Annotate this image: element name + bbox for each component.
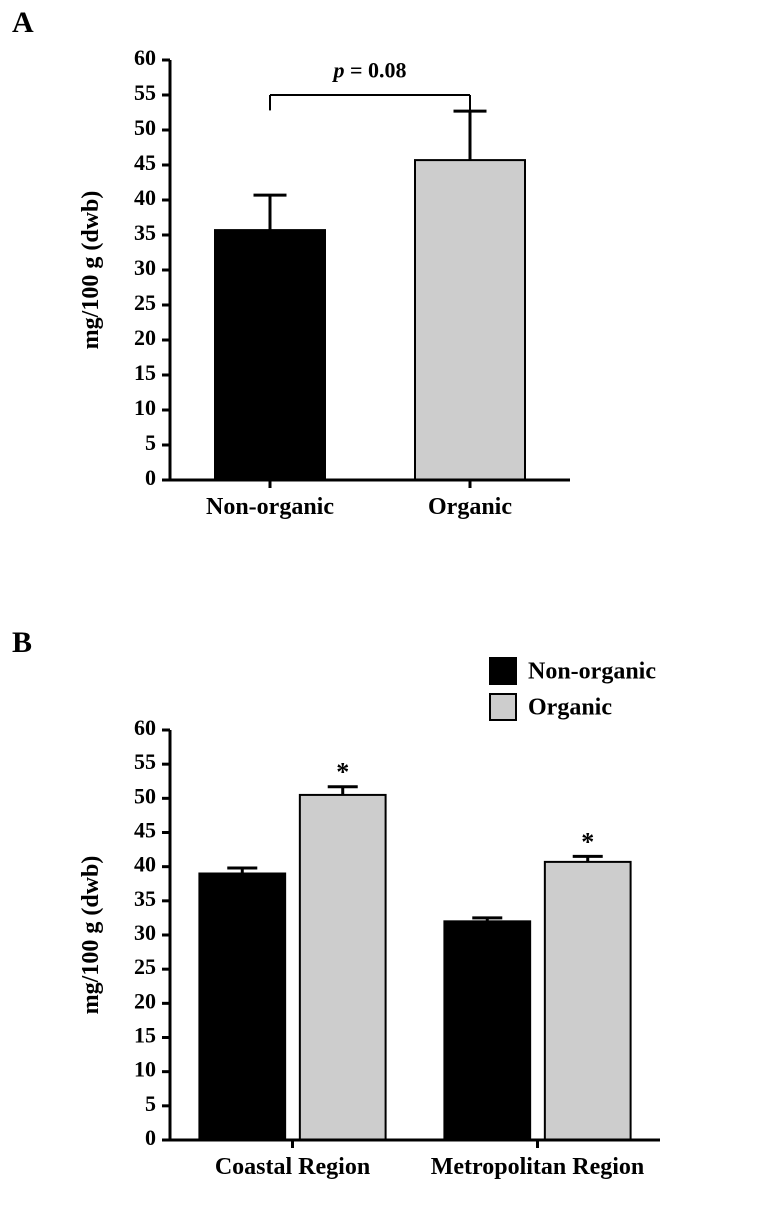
page: A 051015202530354045505560Non-organicOrg… <box>0 0 773 1220</box>
svg-text:30: 30 <box>134 255 156 280</box>
svg-text:0: 0 <box>145 465 156 490</box>
svg-text:50: 50 <box>134 115 156 140</box>
svg-text:20: 20 <box>134 325 156 350</box>
svg-text:50: 50 <box>134 783 156 808</box>
svg-text:10: 10 <box>134 1057 156 1082</box>
svg-text:25: 25 <box>134 954 156 979</box>
svg-text:5: 5 <box>145 430 156 455</box>
chart-b: 0 5 10 15 20 25 30 35 40 45 50 55 60 * Coastal Region *… <box>60 650 740 1210</box>
svg-text:Non-organic: Non-organic <box>206 494 334 520</box>
svg-text:*: * <box>336 758 349 787</box>
svg-text:p = 0.08: p = 0.08 <box>331 58 406 83</box>
panel-label-b: B <box>12 626 32 660</box>
svg-text:40: 40 <box>134 185 156 210</box>
svg-text:35: 35 <box>134 886 156 911</box>
svg-text:mg/100 g (dwb): mg/100 g (dwb) <box>78 856 104 1015</box>
svg-text:Coastal Region: Coastal Region <box>215 1154 370 1180</box>
svg-text:25: 25 <box>134 290 156 315</box>
svg-text:mg/100 g (dwb): mg/100 g (dwb) <box>78 191 104 350</box>
svg-text:60: 60 <box>134 45 156 70</box>
svg-text:30: 30 <box>134 920 156 945</box>
svg-text:Metropolitan Region: Metropolitan Region <box>431 1154 645 1180</box>
svg-text:5: 5 <box>145 1091 156 1116</box>
svg-text:40: 40 <box>134 852 156 877</box>
svg-text:*: * <box>581 827 594 856</box>
chart-a: 0 5 10 15 20 25 30 35 40 45 50 55 60 Non-organic Organ… <box>60 30 620 570</box>
svg-text:55: 55 <box>134 749 156 774</box>
svg-text:45: 45 <box>134 150 156 175</box>
svg-text:15: 15 <box>134 1023 156 1048</box>
svg-text:15: 15 <box>134 360 156 385</box>
svg-text:Organic: Organic <box>528 694 612 720</box>
panel-label-a: A <box>12 6 34 40</box>
svg-text:45: 45 <box>134 818 156 843</box>
svg-text:10: 10 <box>134 395 156 420</box>
svg-text:0: 0 <box>145 1125 156 1150</box>
svg-text:60: 60 <box>134 715 156 740</box>
svg-text:35: 35 <box>134 220 156 245</box>
svg-text:55: 55 <box>134 80 156 105</box>
svg-text:20: 20 <box>134 988 156 1013</box>
svg-text:Non-organic: Non-organic <box>528 658 656 684</box>
svg-text:Organic: Organic <box>428 494 512 520</box>
